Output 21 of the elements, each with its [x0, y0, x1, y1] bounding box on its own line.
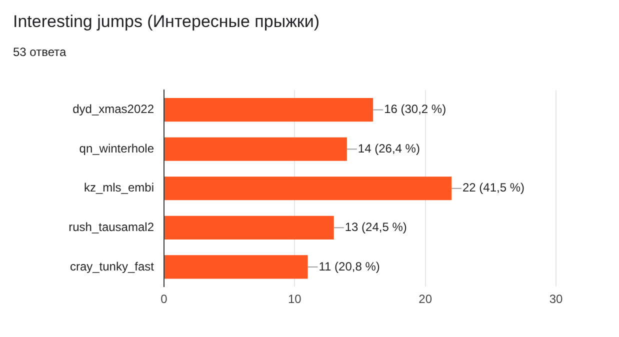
y-tick-label: rush_tausamal2 — [68, 220, 154, 234]
data-label: 11 (20,8 %) — [318, 259, 380, 274]
x-tick-label: 20 — [418, 292, 432, 306]
bar — [164, 137, 347, 161]
bar — [164, 255, 308, 279]
x-tick-label: 0 — [160, 292, 168, 306]
bar — [164, 216, 334, 240]
text: 53 ответа — [13, 45, 66, 59]
bar — [164, 98, 374, 122]
y-tick-label: qn_winterhole — [79, 141, 154, 156]
x-tick-label: 10 — [288, 292, 302, 306]
bar — [164, 176, 452, 200]
data-label: 13 (24,5 %) — [344, 220, 407, 234]
data-label: 16 (30,2 %) — [384, 102, 446, 116]
y-tick-label: dyd_xmas2022 — [72, 102, 154, 116]
y-tick-label: kz_mls_embi — [84, 180, 154, 195]
y-tick-label: cray_tunky_fast — [70, 259, 155, 274]
x-tick-label: 30 — [549, 292, 563, 306]
chart-title: Interesting jumps (Интересные прыжки) — [13, 12, 320, 32]
data-label: 14 (26,4 %) — [358, 141, 420, 156]
data-label: 22 (41,5 %) — [462, 180, 525, 195]
